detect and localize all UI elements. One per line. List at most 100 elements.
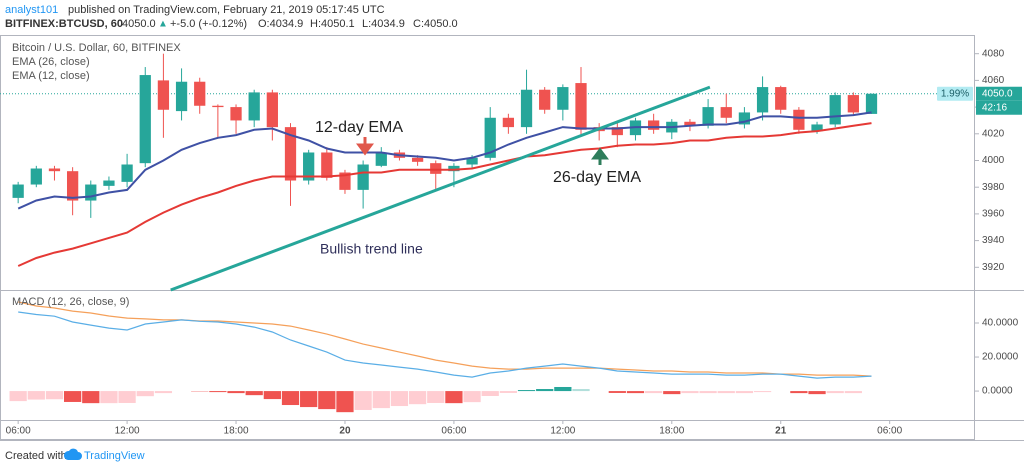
x-tick-label: 06:00	[877, 426, 902, 437]
x-tick-label: 18:00	[659, 426, 684, 437]
histogram-bar	[735, 391, 754, 394]
ema-line	[17, 111, 872, 210]
candle-body	[30, 168, 42, 185]
annotation: 26-day EMA	[553, 169, 641, 186]
y-tick-label: 4060	[982, 75, 1005, 86]
candle-body	[157, 80, 170, 110]
x-tick-label: 21	[775, 426, 787, 437]
histogram-bar	[118, 391, 136, 403]
candle-body	[139, 75, 151, 164]
candle-body	[48, 168, 61, 172]
legend-entry: EMA (12, close)	[12, 70, 90, 82]
candle-body	[430, 163, 442, 174]
candle-body	[484, 117, 496, 158]
histogram-bar	[681, 391, 699, 394]
plot-layer: 39203940396039804000402040404060408006:0…	[0, 48, 1022, 437]
histogram-bar	[281, 391, 300, 406]
candle-body	[793, 109, 805, 130]
histogram-bar	[663, 391, 681, 395]
histogram-bar	[318, 391, 336, 410]
candle-body	[557, 87, 569, 110]
price-box	[976, 86, 1022, 101]
candle-body	[466, 157, 478, 165]
histogram-bar	[844, 391, 862, 394]
candle-body	[648, 120, 660, 130]
histogram-bar	[427, 391, 445, 403]
candle-body	[829, 95, 841, 125]
histogram-bar	[64, 391, 82, 402]
histogram-bar	[354, 391, 372, 410]
y-tick-label: 3920	[982, 262, 1005, 273]
histogram-bar	[699, 391, 717, 394]
candle-body	[775, 87, 787, 110]
candle-body	[375, 152, 387, 166]
candle-body	[611, 127, 623, 136]
chart-title: Bitcoin / U.S. Dollar, 60, BITFINEX	[12, 42, 181, 54]
countdown-box	[976, 100, 1022, 115]
candle-body	[175, 81, 188, 112]
candle-body	[194, 81, 206, 106]
candle-body	[103, 180, 115, 186]
histogram-bar	[463, 391, 481, 403]
candle-body	[66, 171, 79, 201]
signal-line	[18, 301, 872, 377]
histogram-bar	[499, 391, 518, 393]
footer-logo	[63, 448, 82, 460]
histogram-bar	[645, 391, 663, 394]
x-tick-label: 20	[339, 426, 351, 437]
header-low: L:4034.9	[362, 18, 405, 30]
histogram-bar	[45, 391, 64, 400]
candle-body	[339, 172, 351, 190]
histogram-bar	[136, 391, 154, 397]
y-tick-label: 3980	[982, 182, 1005, 193]
change-box	[937, 86, 973, 101]
histogram-bar	[554, 386, 572, 392]
y-tick-label: 4080	[982, 48, 1005, 59]
y-tick-label: 3960	[982, 209, 1005, 220]
ema-line	[17, 122, 872, 267]
histogram-bar	[717, 391, 735, 394]
histogram-bar	[790, 391, 808, 394]
histogram-bar	[245, 391, 263, 396]
annotation-arrow	[356, 137, 374, 156]
annotation-arrow	[591, 147, 609, 165]
candle-body	[847, 95, 859, 113]
histogram-bar	[808, 391, 826, 395]
chart-frame	[0, 35, 975, 440]
header-change: +-5.0 (+-0.12%)	[170, 18, 247, 30]
x-tick-label: 12:00	[115, 426, 140, 437]
y-tick-label: 0.0000	[982, 386, 1013, 397]
candle-body	[284, 127, 297, 181]
x-tick-label: 12:00	[550, 426, 575, 437]
candle-body	[248, 92, 260, 121]
author: analyst101	[5, 4, 58, 16]
x-tick-label: 18:00	[224, 426, 249, 437]
y-tick-label: 4020	[982, 128, 1005, 139]
header-price: 4050.0	[122, 18, 156, 30]
header-close: C:4050.0	[413, 18, 458, 30]
candle-body	[12, 184, 24, 198]
histogram-bar	[390, 391, 409, 407]
footer-brand: TradingView	[84, 450, 145, 462]
histogram-bar	[445, 391, 463, 404]
histogram-bar	[227, 391, 245, 394]
price-label: 4050.0	[982, 88, 1013, 99]
histogram-bar	[826, 391, 844, 394]
published-line: published on TradingView.com, February 2…	[68, 4, 385, 16]
histogram-bar	[100, 391, 118, 404]
candle-body	[266, 92, 278, 128]
candle-body	[448, 165, 460, 172]
candle-body	[684, 121, 696, 126]
candle-body	[303, 152, 315, 181]
symbol: BITFINEX:BTCUSD, 60	[5, 18, 123, 30]
candle-body	[811, 124, 823, 132]
histogram-bar	[408, 391, 427, 405]
candle-body	[230, 107, 242, 121]
y-tick-label: 4000	[982, 155, 1005, 166]
histogram-bar	[27, 391, 45, 400]
candle-body	[357, 164, 369, 190]
candle-body	[738, 112, 751, 125]
histogram-bar	[154, 391, 173, 394]
candle-body	[321, 152, 333, 178]
